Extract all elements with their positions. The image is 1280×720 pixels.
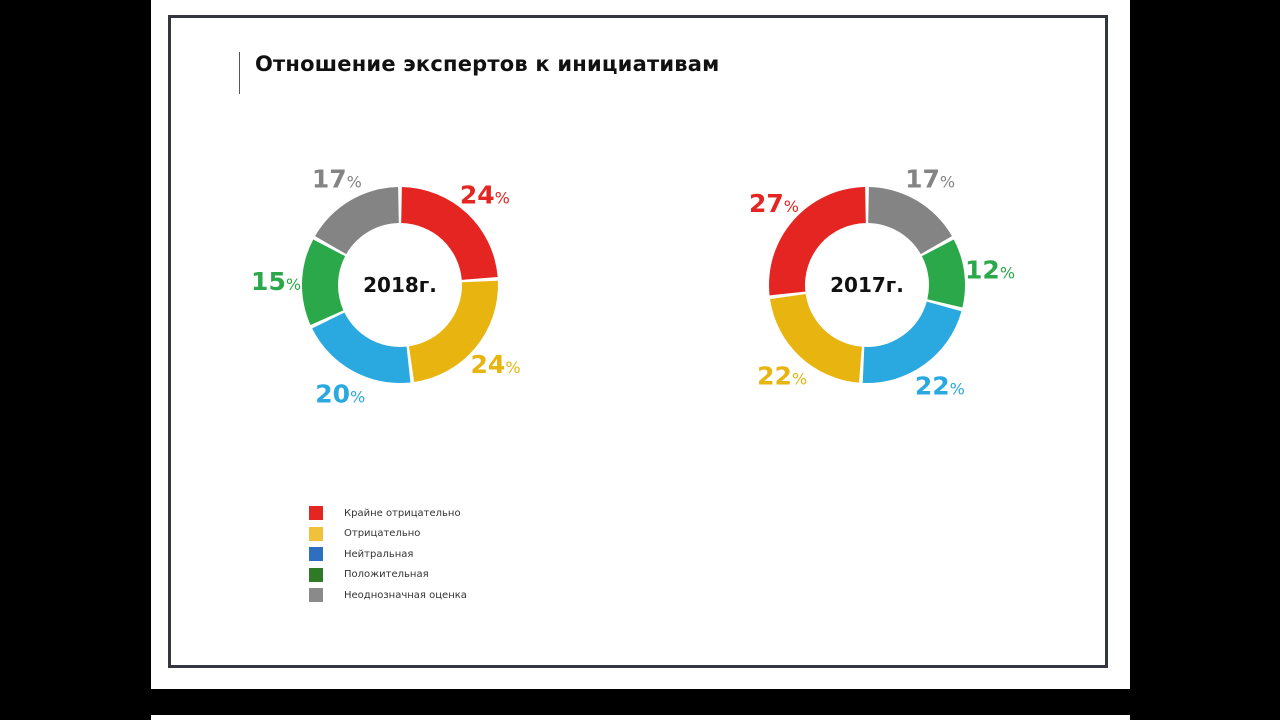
slice-value-label: 17%: [312, 164, 362, 193]
slice-value-label: 24%: [471, 350, 521, 379]
legend-item: Отрицательно: [309, 524, 467, 545]
slice-value-label: 24%: [460, 181, 510, 210]
title-accent-bar: [239, 52, 240, 94]
donut-chart-2018: 24% 24% 20% 15% 17% 2018г.: [251, 164, 520, 408]
legend-label: Неоднозначная оценка: [344, 589, 467, 601]
slice-value-label: 27%: [749, 189, 799, 218]
donut-slice: [302, 239, 346, 326]
slice-value-label: 22%: [915, 371, 965, 400]
legend-item: Неоднозначная оценка: [309, 585, 467, 606]
donut-slice: [770, 293, 862, 383]
donut-slice: [862, 301, 962, 383]
slice-value-label: 12%: [965, 255, 1015, 284]
slice-value-label: 20%: [315, 380, 365, 409]
slice-value-label: 15%: [251, 267, 301, 296]
legend-label: Крайне отрицательно: [344, 507, 461, 519]
donut-slice: [868, 187, 952, 255]
slice-value-label: 22%: [757, 361, 807, 390]
donut-center-label: 2018г.: [363, 273, 437, 297]
donut-slice: [312, 312, 411, 384]
next-page-edge: [151, 715, 1130, 720]
donut-charts: 24% 24% 20% 15% 17% 2018г. 17% 12% 22% 22% 27% 201…: [251, 164, 1015, 408]
chart-legend: Крайне отрицательно Отрицательно Нейтрал…: [309, 503, 467, 606]
legend-label: Отрицательно: [344, 528, 421, 540]
slice-value-label: 17%: [905, 164, 955, 193]
chart-title: Отношение экспертов к инициативам: [255, 52, 720, 76]
legend-item: Нейтральная: [309, 544, 467, 565]
legend-item: Положительная: [309, 565, 467, 586]
donut-slice: [315, 187, 399, 255]
legend-item: Крайне отрицательно: [309, 503, 467, 524]
donut-slice: [408, 280, 498, 382]
legend-swatch: [309, 506, 323, 521]
legend-swatch: [309, 547, 323, 562]
donut-chart-2017: 17% 12% 22% 22% 27% 2017г.: [749, 164, 1015, 400]
legend-label: Нейтральная: [344, 548, 414, 560]
legend-swatch: [309, 567, 323, 582]
slide-frame: [168, 15, 1108, 668]
legend-swatch: [309, 588, 323, 603]
donut-center-label: 2017г.: [830, 273, 904, 297]
donut-slice: [921, 239, 965, 308]
legend-swatch: [309, 526, 323, 541]
donut-slice: [401, 187, 498, 280]
report-page: Отношение экспертов к инициативам 24% 24%…: [151, 0, 1130, 689]
legend-label: Положительная: [344, 569, 429, 581]
donut-slice: [769, 187, 866, 296]
